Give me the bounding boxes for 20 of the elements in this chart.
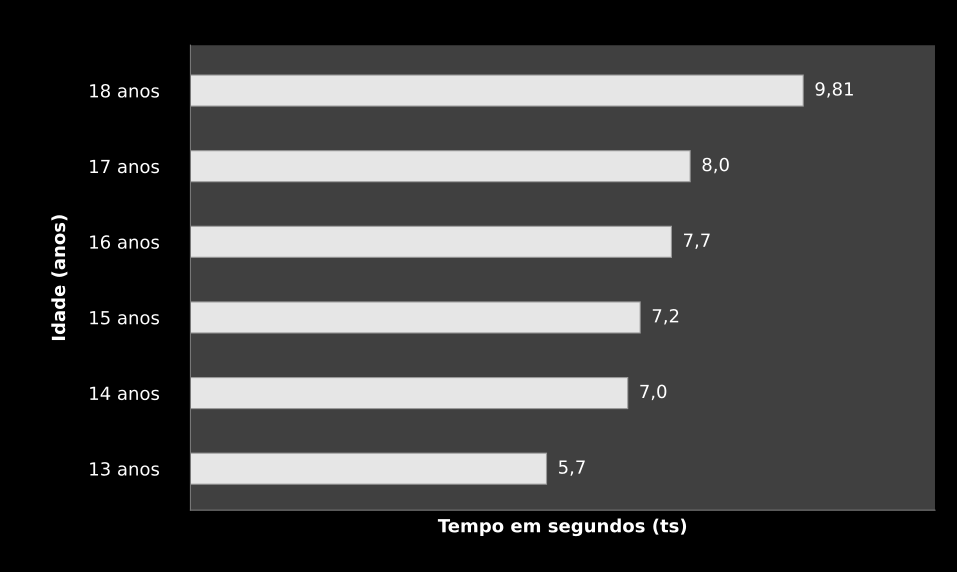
data-label: 9,81 [815, 82, 853, 98]
data-label: 7,2 [652, 308, 678, 324]
data-label: 7,7 [684, 234, 710, 249]
bar [190, 150, 691, 182]
data-label: 5,7 [559, 460, 585, 476]
y-tick-label: 16 anos [90, 235, 160, 249]
bar [190, 452, 548, 485]
x-axis-title: Tempo em segundos (ts) [438, 518, 686, 536]
data-label: 8,0 [702, 158, 729, 174]
bar [190, 74, 804, 107]
y-axis-title: Idade (anos) [51, 215, 68, 340]
bar [190, 376, 628, 410]
y-tick-label: 15 anos [90, 311, 160, 325]
y-tick-label: 17 anos [90, 160, 160, 174]
y-tick-label: 13 anos [90, 462, 160, 476]
y-tick-label: 14 anos [90, 386, 160, 400]
bar [190, 301, 641, 334]
y-tick-label: 18 anos [90, 84, 160, 98]
data-label: 7,0 [640, 384, 666, 400]
bar [190, 226, 672, 258]
